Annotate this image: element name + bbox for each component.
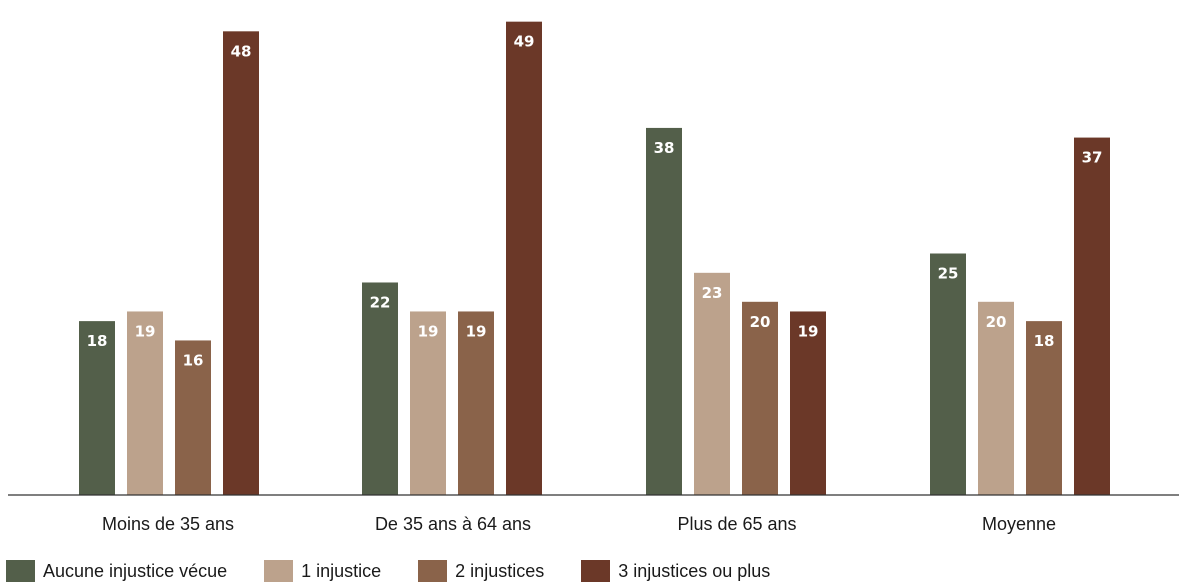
labels-layer: 18 19 16 48 Moins de 35 ans 22 19 19 49 De 35 ans… (87, 33, 1103, 534)
category-label: Plus de 65 ans (677, 514, 796, 534)
legend-item: 2 injustices (418, 560, 544, 582)
legend-label: Aucune injustice vécue (43, 560, 228, 581)
bar-value-label: 20 (750, 313, 771, 331)
bar-value-label: 22 (370, 293, 391, 311)
bar (694, 272, 730, 495)
bar-value-label: 19 (798, 322, 819, 340)
legend-item: Aucune injustice vécue (6, 560, 227, 582)
legend-label: 3 injustices ou plus (618, 560, 771, 581)
bar (646, 127, 682, 496)
bar-value-label: 19 (418, 322, 439, 340)
bar-value-label: 25 (938, 265, 959, 283)
legend-label: 2 injustices (455, 560, 545, 581)
bar (978, 301, 1014, 495)
category-label: Moyenne (982, 514, 1056, 534)
chart-legend: Aucune injustice vécue 1 injustice 2 injus… (6, 558, 807, 584)
legend-swatch (264, 560, 294, 582)
bar-value-label: 18 (1034, 332, 1055, 350)
bar-value-label: 37 (1082, 149, 1103, 167)
bar (175, 340, 211, 495)
legend-item: 3 injustices ou plus (581, 560, 770, 582)
category-label: De 35 ans à 64 ans (375, 514, 531, 534)
bar-chart: 18 19 16 48 Moins de 35 ans 22 19 19 49 De 35 ans… (8, 21, 1179, 534)
bar (79, 321, 115, 495)
bar-value-label: 19 (135, 322, 156, 340)
bar-value-label: 38 (654, 139, 675, 157)
legend-swatch (581, 560, 611, 582)
bar-value-label: 19 (466, 322, 487, 340)
legend-swatch (418, 560, 448, 582)
bar-value-label: 23 (702, 284, 723, 302)
bar-value-label: 20 (986, 313, 1007, 331)
legend-item: 1 injustice (264, 560, 381, 582)
legend-label: 1 injustice (301, 560, 382, 581)
bar (790, 311, 826, 495)
bar-value-label: 16 (183, 351, 204, 369)
bar (223, 31, 259, 495)
bar (362, 282, 398, 495)
bar (930, 253, 966, 495)
bar (458, 311, 494, 495)
bar (1074, 137, 1110, 495)
bar-value-label: 49 (514, 33, 535, 51)
category-label: Moins de 35 ans (102, 514, 234, 534)
bar (742, 301, 778, 495)
bars-layer (79, 21, 1110, 496)
bar (1026, 321, 1062, 495)
bar-value-label: 48 (231, 42, 252, 60)
bar (506, 21, 542, 495)
bar (410, 311, 446, 495)
bar (127, 311, 163, 495)
bar-value-label: 18 (87, 332, 108, 350)
legend-swatch (6, 560, 35, 582)
